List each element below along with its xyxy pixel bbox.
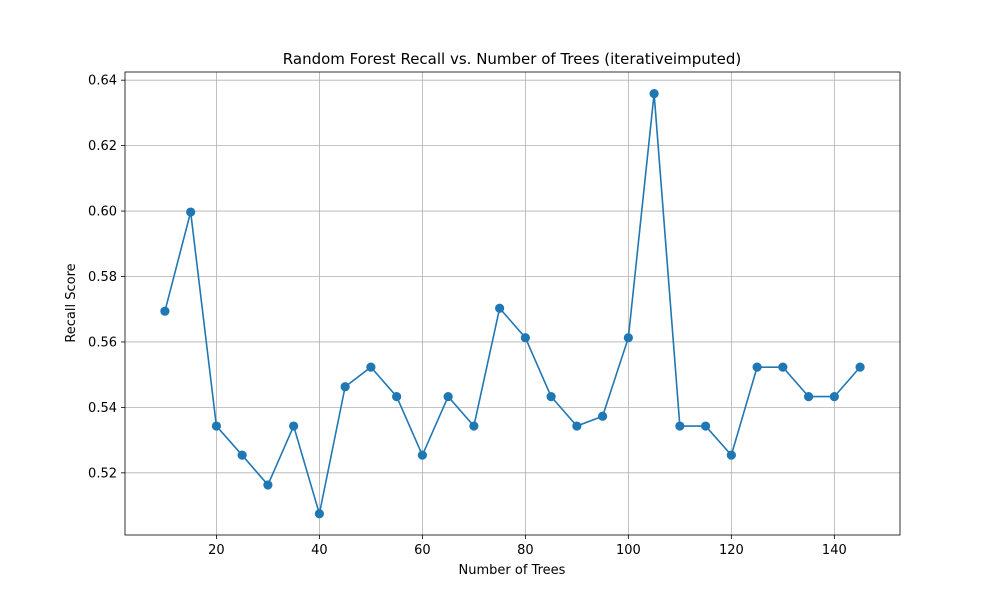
data-point [443, 391, 453, 402]
grid-lines [125, 72, 900, 535]
data-point [598, 411, 608, 421]
y-tick-label: 0.56 [88, 335, 117, 350]
data-point [289, 421, 299, 431]
data-point [340, 382, 350, 392]
data-point [855, 362, 865, 372]
data-point [263, 480, 273, 490]
data-point [417, 450, 427, 460]
y-tick-label: 0.64 [88, 74, 117, 89]
data-point [675, 421, 685, 431]
data-point [469, 421, 479, 431]
data-point [829, 391, 839, 402]
data-point [546, 391, 556, 402]
data-point [726, 450, 736, 460]
axis-ticks: 20 40 60 80 100 120 140 0.52 0.54 0.56 0.58 0.60 0.6… [88, 74, 847, 558]
x-tick-label: 120 [719, 543, 744, 558]
series-line [164, 93, 861, 514]
data-point [392, 391, 402, 402]
data-point [366, 362, 376, 372]
y-axis-title: Recall Score [64, 263, 79, 342]
data-point [314, 509, 324, 519]
data-point [649, 88, 659, 99]
x-tick-label: 140 [822, 543, 847, 558]
data-point [778, 362, 788, 372]
data-point [520, 333, 530, 343]
y-tick-label: 0.54 [88, 401, 117, 416]
data-point [211, 421, 222, 431]
y-tick-label: 0.62 [88, 139, 117, 154]
x-axis-title: Number of Trees [459, 563, 566, 578]
data-point [237, 450, 247, 460]
y-tick-label: 0.52 [88, 466, 117, 481]
x-tick-label: 60 [414, 543, 431, 558]
data-point [701, 421, 711, 431]
data-point [495, 303, 505, 313]
data-point [803, 391, 814, 402]
series-recall [160, 88, 865, 519]
data-point [623, 333, 633, 343]
x-tick-label: 20 [208, 543, 225, 558]
chart-title: Random Forest Recall vs. Number of Trees… [283, 50, 741, 68]
data-point [160, 306, 170, 316]
x-tick-label: 80 [517, 543, 534, 558]
plot-area-frame [124, 71, 901, 536]
data-point [572, 421, 582, 431]
data-point [752, 362, 762, 372]
y-tick-label: 0.60 [88, 205, 117, 220]
x-tick-label: 40 [311, 543, 328, 558]
data-point [186, 207, 196, 217]
x-tick-label: 100 [616, 543, 641, 558]
y-tick-label: 0.58 [88, 270, 117, 285]
